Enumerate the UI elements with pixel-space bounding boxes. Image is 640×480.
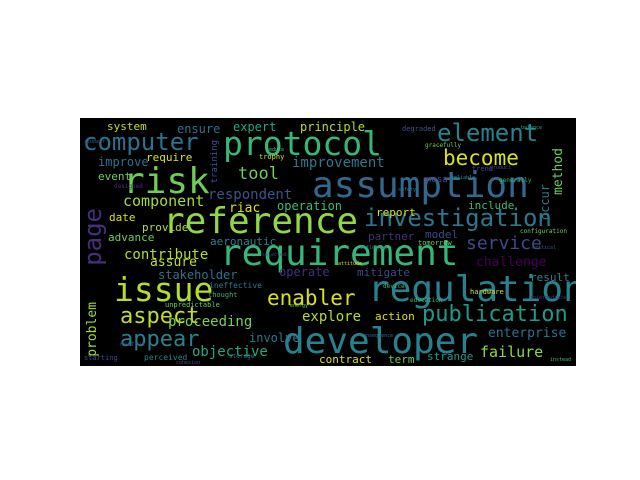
word-enabler: enabler xyxy=(267,286,356,310)
word-product: product xyxy=(490,165,512,171)
word-selected: selected xyxy=(262,252,287,258)
word-event: event xyxy=(98,170,132,183)
word-influence: influence xyxy=(360,245,388,251)
word-publication: publication xyxy=(422,302,568,327)
word-contribute: contribute xyxy=(124,247,209,263)
word-stakeholder: stakeholder xyxy=(158,268,238,282)
word-occur: occur xyxy=(538,184,552,221)
word-reliable: reliable xyxy=(451,175,476,181)
word-partner: partner xyxy=(368,230,415,243)
word-assure: assure xyxy=(150,255,197,270)
word-page: page xyxy=(80,208,107,266)
word-tool: tool xyxy=(238,164,279,184)
word-designed: designed xyxy=(114,183,143,190)
word-reduce: reduce xyxy=(266,147,285,153)
word-balance: balance xyxy=(521,125,543,131)
word-involve: involve xyxy=(249,331,300,345)
word-aspect: aspect xyxy=(120,304,200,329)
word-storage: storage xyxy=(229,353,255,360)
word-proceeding: proceeding xyxy=(168,314,253,330)
word-safety: safety xyxy=(398,187,417,193)
word-gracefully: gracefully xyxy=(425,142,462,149)
word-respondent: respondent xyxy=(208,187,293,203)
word-assumption: assumption xyxy=(312,165,529,206)
word-trend: trend xyxy=(472,165,494,173)
word-tomorrow: tomorrow xyxy=(418,239,452,247)
word-protocol: protocol xyxy=(223,124,382,163)
word-thought: thought xyxy=(208,291,238,299)
word-ensure: ensure xyxy=(177,122,221,136)
word-element: element xyxy=(437,119,539,147)
word-problem: problem xyxy=(85,302,100,357)
word-issue: issue xyxy=(114,270,214,309)
word-aeronautic: aeronautic xyxy=(210,235,277,248)
word-strange: strange xyxy=(427,350,474,363)
word-service: service xyxy=(466,233,542,254)
word-critical: critical xyxy=(532,245,557,251)
word-mitigate: mitigate xyxy=(357,266,410,279)
word-requirement: requirement xyxy=(220,233,459,274)
word-nasa: nasa xyxy=(426,175,448,185)
word-perceived: perceived xyxy=(144,353,188,362)
word-unpredictable: unpredictable xyxy=(165,301,220,309)
word-component: component xyxy=(123,192,205,210)
word-become: become xyxy=(443,146,519,170)
word-intermediate: intermediate xyxy=(530,295,567,301)
word-failure: failure xyxy=(480,343,544,361)
word-operate: operate xyxy=(279,265,330,279)
word-risk: risk xyxy=(123,161,210,202)
word-hardware: hardware xyxy=(470,288,504,296)
word-model: model xyxy=(425,228,459,241)
word-computer: computer xyxy=(83,128,199,156)
word-explore: explore xyxy=(302,309,362,325)
word-improvement: improvement xyxy=(292,155,385,171)
word-ineffective: ineffective xyxy=(209,281,262,290)
word-report: report xyxy=(376,206,416,219)
word-attitude: attitude xyxy=(338,261,363,267)
word-operation: operation xyxy=(277,199,343,213)
word-date: date xyxy=(109,211,136,224)
word-challenge: challenge xyxy=(476,255,547,270)
word-starting: starting xyxy=(84,354,118,362)
word-enterprise: enterprise xyxy=(488,326,567,341)
word-cloud: assumption requirement reference regulat… xyxy=(80,118,576,366)
word-include: include xyxy=(468,199,515,212)
word-investigation: investigation xyxy=(364,204,552,232)
word-developer: developer xyxy=(283,321,479,362)
word-system: system xyxy=(107,120,147,133)
word-training: training xyxy=(210,140,220,184)
word-contract: contract xyxy=(319,353,372,366)
word-reference: reference xyxy=(163,201,359,242)
word-advance: advance xyxy=(108,231,155,244)
word-expert: expert xyxy=(233,120,277,134)
word-riac: riac xyxy=(229,201,261,216)
word-cohesion: cohesion xyxy=(176,360,201,366)
word-appear: appear xyxy=(120,327,200,352)
word-trophy: trophy xyxy=(259,153,285,161)
word-student: student xyxy=(84,139,106,145)
word-provide: provide xyxy=(142,221,189,234)
word-term: term xyxy=(388,353,415,366)
word-action: action xyxy=(375,310,415,323)
word-configuration: configuration xyxy=(520,228,567,235)
word-degraded: degraded xyxy=(402,125,436,133)
word-energy: energy xyxy=(290,303,309,309)
word-generally: generally xyxy=(499,177,532,184)
word-education: education xyxy=(410,297,443,304)
word-objective: objective xyxy=(192,344,268,360)
word-principle: principle xyxy=(300,120,366,134)
word-device: device xyxy=(383,283,405,290)
word-require: require xyxy=(146,151,193,164)
word-neutral: neutral xyxy=(120,341,146,348)
word-consequence: consequence xyxy=(360,333,394,339)
word-result: result xyxy=(530,271,570,284)
word-regulation: regulation xyxy=(368,269,576,310)
word-instead: instead xyxy=(550,357,572,363)
word-improve: improve xyxy=(98,155,149,169)
word-method: method xyxy=(551,148,566,195)
